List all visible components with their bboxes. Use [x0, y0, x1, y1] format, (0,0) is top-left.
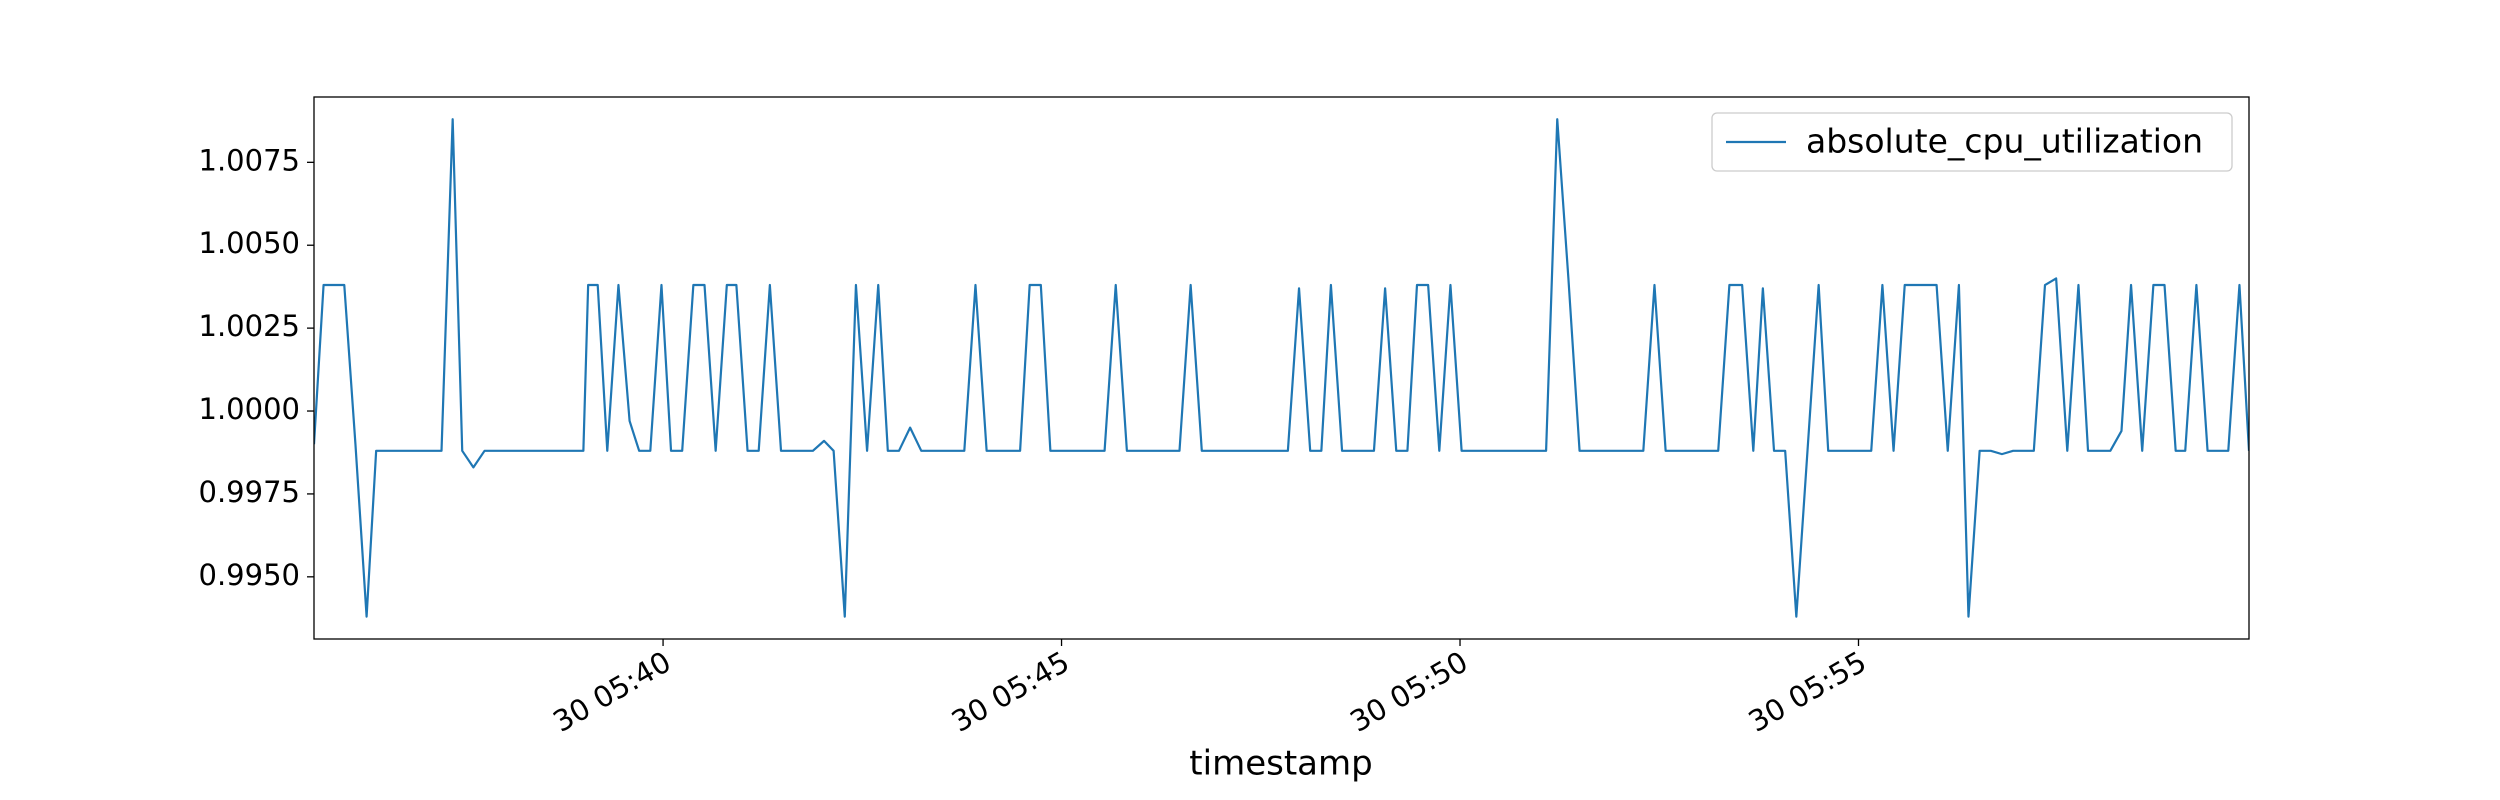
- plot-frame: [313, 96, 2250, 640]
- y-tick-label: 1.0050: [199, 226, 300, 260]
- y-tick-label: 1.0025: [199, 309, 300, 343]
- plot-area: [314, 118, 2249, 618]
- data-line: [314, 118, 2249, 618]
- x-tick-label: 30 05:50: [1344, 645, 1473, 739]
- x-tick-label: 30 05:45: [946, 645, 1075, 739]
- y-tick-label: 1.0000: [199, 392, 300, 426]
- x-tick-label: 30 05:55: [1743, 645, 1872, 739]
- y-tick-label: 0.9975: [199, 475, 300, 509]
- y-tick-label: 1.0075: [199, 143, 300, 177]
- x-tick-label: 30 05:40: [547, 645, 676, 739]
- y-tick-label: 0.9950: [199, 558, 300, 592]
- legend-label: absolute_cpu_utilization: [1806, 122, 2203, 161]
- legend-box: [1711, 112, 2233, 172]
- x-axis-label: timestamp: [1189, 744, 1372, 784]
